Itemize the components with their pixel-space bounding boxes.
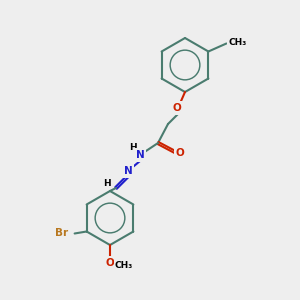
Text: Br: Br <box>55 229 68 238</box>
Text: CH₃: CH₃ <box>115 260 133 269</box>
Text: O: O <box>176 148 184 158</box>
Text: N: N <box>124 166 132 176</box>
Text: H: H <box>129 143 137 152</box>
Text: N: N <box>136 150 144 160</box>
Text: H: H <box>103 178 111 188</box>
Text: O: O <box>106 258 114 268</box>
Text: O: O <box>172 103 182 113</box>
Text: CH₃: CH₃ <box>228 38 247 47</box>
